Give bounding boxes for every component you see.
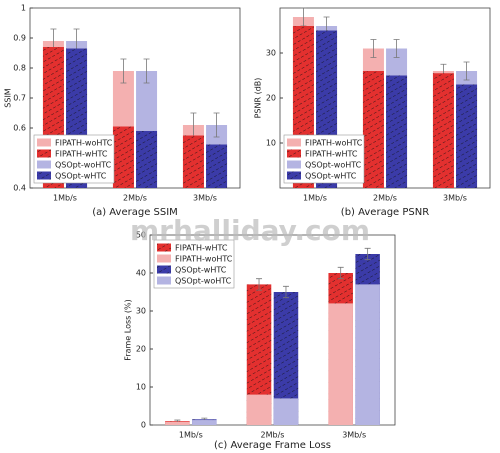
y-tick-label: 30 [136, 307, 146, 316]
watermark: mrhalliday.com [130, 214, 370, 247]
error-bar [337, 266, 344, 280]
legend-label: FIPATH-woHTC [305, 139, 363, 148]
x-tick-label: 2Mb/s [261, 431, 285, 440]
bar-hatch [182, 135, 204, 188]
legend-hatch [287, 149, 301, 158]
bar-hatch [456, 84, 478, 188]
x-tick-label: 2Mb/s [123, 194, 147, 203]
legend-swatch [37, 138, 51, 147]
error-bar [143, 58, 150, 84]
y-tick-label: 0 [141, 421, 146, 430]
legend-swatch [157, 254, 171, 263]
y-tick-label: 30 [266, 49, 276, 58]
plot-area [149, 234, 396, 426]
error-bar [370, 39, 377, 58]
bar-hatch [112, 126, 134, 188]
bar-hatch [432, 73, 454, 188]
legend-label: QSOpt-wHTC [55, 172, 107, 181]
bar-hatch [386, 75, 408, 188]
legend-label: FIPATH-wHTC [305, 150, 358, 159]
x-tick-label: 1Mb/s [179, 431, 203, 440]
chart: 0.4 0.6 0.7 0.8 0.9 1 SSIM 1Mb/s 2Mb/s 3Mb/s FIPAT… [4, 4, 241, 218]
y-tick-label: 20 [136, 345, 146, 354]
legend-hatch [37, 171, 51, 180]
y-tick-label: 40 [136, 269, 146, 278]
bar [192, 420, 217, 425]
caption: (a) Average SSIM [92, 207, 178, 218]
x-tick-label: 1Mb/s [303, 194, 327, 203]
bar [355, 284, 380, 425]
x-tick-label: 2Mb/s [373, 194, 397, 203]
error-bar [393, 39, 400, 58]
legend-hatch [157, 243, 171, 252]
y-tick-label: 20 [266, 94, 276, 103]
x-tick-label: 3Mb/s [193, 194, 217, 203]
bar [165, 421, 190, 425]
legend-label: FIPATH-wHTC [175, 244, 228, 253]
legend-swatch [37, 160, 51, 169]
legend-hatch [157, 265, 171, 274]
legend-swatch [287, 138, 301, 147]
legend-label: QSOpt-woHTC [175, 277, 232, 286]
legend-label: QSOpt-woHTC [55, 161, 112, 170]
y-axis-label: SSIM [4, 88, 13, 108]
legend-label: FIPATH-woHTC [175, 255, 233, 264]
bar [246, 394, 272, 425]
y-tick-label: 0.8 [13, 64, 26, 73]
legend-swatch [287, 160, 301, 169]
legend-label: FIPATH-wHTC [55, 150, 108, 159]
x-tick-label: 1Mb/s [53, 194, 77, 203]
bar-hatch [206, 144, 228, 188]
error-bar [463, 61, 470, 81]
error-bar [213, 112, 220, 138]
legend-hatch [287, 171, 301, 180]
caption: (c) Average Frame Loss [214, 440, 331, 451]
legend-label: FIPATH-woHTC [55, 139, 113, 148]
error-bar [364, 247, 371, 261]
legend-label: QSOpt-wHTC [175, 266, 227, 275]
legend-swatch [157, 276, 171, 285]
chart: 0 10 20 30 40 50 Frame Loss (%) 1Mb/s 2Mb/s 3Mb/s… [124, 231, 396, 451]
y-tick-label: 0.6 [13, 124, 26, 133]
y-tick-label: 0.9 [13, 34, 26, 43]
bar [273, 398, 299, 425]
legend-hatch [37, 149, 51, 158]
x-tick-label: 3Mb/s [443, 194, 467, 203]
y-tick-label: 0.7 [13, 94, 26, 103]
legend-label: QSOpt-wHTC [305, 172, 357, 181]
y-tick-label: 10 [266, 139, 276, 148]
bar-hatch [362, 71, 384, 188]
y-tick-label: 1 [21, 4, 26, 13]
chart: 10 20 30 PSNR (dB) 1Mb/s 2Mb/s 3Mb/s FIPATH-woH… [254, 7, 491, 218]
bar-hatch [136, 131, 158, 188]
x-tick-label: 3Mb/s [342, 431, 366, 440]
caption: (b) Average PSNR [341, 207, 429, 218]
error-bar [256, 278, 263, 291]
y-tick-label: 10 [136, 383, 146, 392]
y-axis-label: PSNR (dB) [254, 78, 263, 119]
error-bar [120, 58, 127, 84]
legend-label: QSOpt-woHTC [305, 161, 362, 170]
error-bar [282, 285, 289, 299]
y-axis-label: Frame Loss (%) [124, 299, 133, 360]
y-tick-label: 50 [136, 231, 146, 240]
bar [328, 303, 353, 425]
y-tick-label: 0.4 [13, 184, 26, 193]
